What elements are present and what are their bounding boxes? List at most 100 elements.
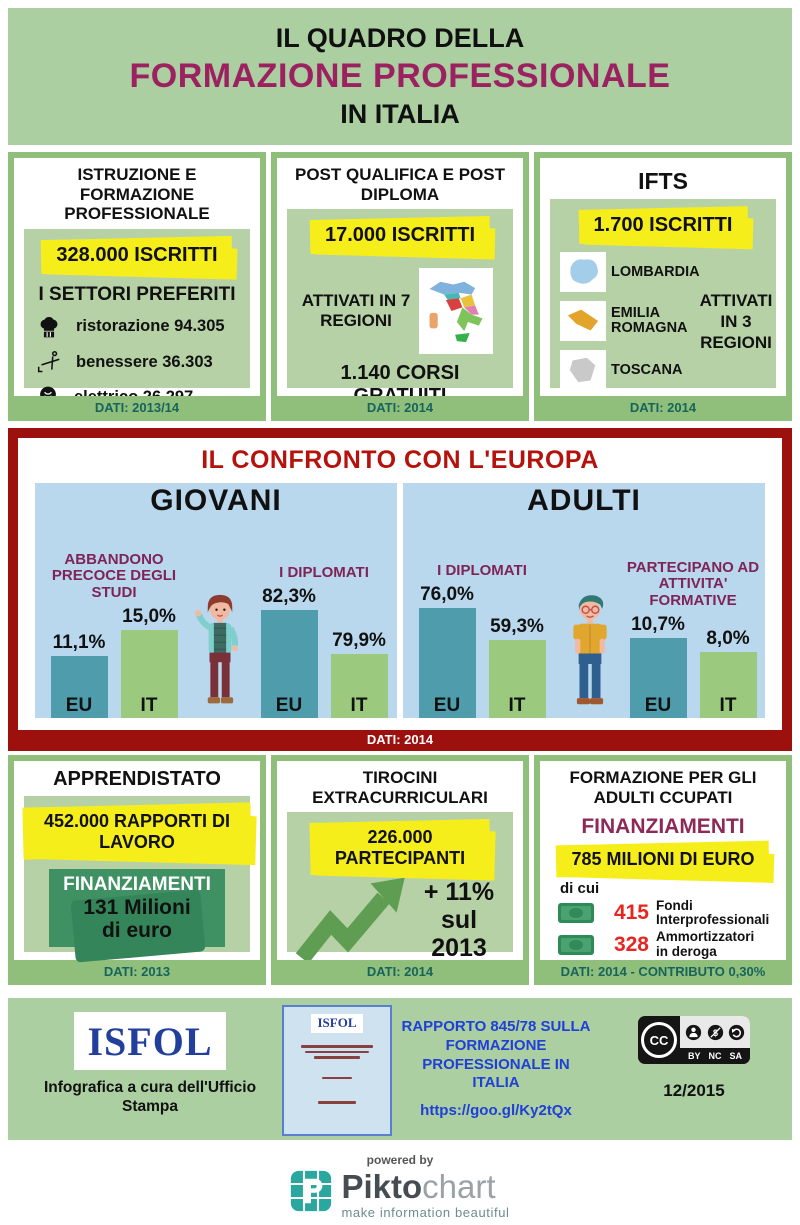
piktochart-tagline: make information beautiful [341, 1205, 510, 1220]
eu-bar: EU [50, 656, 108, 718]
cc-sa-icon [728, 1024, 745, 1041]
region-row: TOSCANA [560, 350, 700, 391]
box-post-qualifica: POST QUALIFICA E POST DIPLOMA 17.000 ISC… [271, 152, 529, 421]
powered-by-label: powered by [366, 1153, 434, 1167]
bar-group-diplomati: I DIPLOMATI 82,3% EU 79,9% IT [253, 564, 395, 718]
fund-row: 415 Fondi Interprofessionali [558, 897, 770, 928]
italy-map-icon [419, 268, 493, 355]
bar-column: 82,3% EU [260, 586, 318, 718]
piktochart-branding: powered by Piktochart make information b… [0, 1146, 800, 1225]
growth-arrow-icon [294, 875, 408, 965]
eu-bar: EU [260, 610, 318, 718]
isfol-block: ISFOL Infografica a cura dell'Ufficio St… [34, 1012, 266, 1140]
bar-value: 8,0% [706, 628, 750, 649]
credit-text: Infografica a cura dell'Ufficio Stampa [43, 1079, 257, 1115]
bar-value: 59,3% [490, 616, 544, 637]
box-panel: 328.000 ISCRITTI I SETTORI PREFERITI ris… [24, 228, 250, 408]
wellness-icon [34, 348, 64, 378]
finanziamenti-label: FINANZIAMENTI [63, 874, 211, 896]
cover-text-line [305, 1050, 369, 1053]
europa-panels: GIOVANI ABBANDONO PRECOCE DEGLI STUDI 11… [35, 483, 765, 718]
highlight-partecipanti: 226.000 PARTECIPANTI [317, 824, 483, 871]
cover-text-line [322, 1076, 352, 1079]
sector-label: ristorazione 94.305 [76, 317, 225, 336]
box-title: TIROCINI EXTRACURRICULARI [312, 768, 488, 807]
header-line-2: FORMAZIONE PROFESSIONALE [129, 57, 671, 95]
emilia-romagna-region-icon [560, 301, 606, 342]
bar-column: 10,7% EU [629, 614, 687, 718]
piktochart-wordmark: Piktochart [341, 1168, 496, 1205]
box-title: IFTS [638, 168, 688, 194]
finanziamenti-label: FINANZIAMENTI [581, 815, 745, 839]
eu-bar: EU [418, 608, 476, 718]
fund-value: 328 [613, 932, 649, 956]
it-bar: IT [699, 652, 757, 718]
fund-label: Ammortizzatori in deroga [656, 928, 755, 959]
eu-bar: EU [629, 638, 687, 718]
box-istruzione: ISTRUZIONE E FORMAZIONE PROFESSIONALE 32… [8, 152, 266, 421]
bottom-stat-row: APPRENDISTATO 452.000 RAPPORTI DI LAVORO… [8, 755, 792, 985]
region-row: LOMBARDIA [560, 252, 700, 293]
cc-nc-icon: $ [707, 1024, 724, 1041]
footer-band: ISFOL Infografica a cura dell'Ufficio St… [8, 998, 792, 1140]
bars: 82,3% EU 79,9% IT [260, 586, 388, 718]
report-cover-thumbnail: ISFOL [282, 1005, 392, 1136]
dati-band: DATI: 2014 [540, 396, 786, 421]
attivati-text: ATTIVATI IN 3 REGIONI [699, 290, 773, 353]
header-line-1: IL QUADRO DELLA [275, 23, 525, 53]
dati-band: DATI: 2013 [14, 960, 260, 985]
group-label: PARTECIPANO AD ATTIVITA' FORMATIVE [626, 558, 760, 610]
cover-text-line [318, 1101, 356, 1104]
cc-by-label: BY [687, 1051, 701, 1061]
dati-band: DATI: 2014 [277, 960, 523, 985]
bar-value: 10,7% [631, 614, 685, 635]
lombardia-region-icon [560, 252, 606, 293]
bar-column: 59,3% IT [488, 616, 546, 718]
fund-label: Fondi Interprofessionali [656, 897, 770, 928]
panel-title: GIOVANI [150, 484, 282, 517]
sector-row: ristorazione 94.305 [34, 312, 248, 342]
box-panel: FINANZIAMENTI 785 MILIONI DI EURO di cui… [550, 812, 776, 984]
adulti-panel: ADULTI I DIPLOMATI 76,0% EU 59,3% IT [403, 483, 765, 718]
chef-hat-icon [34, 312, 64, 342]
growth-row: + 11% sul 2013 [293, 875, 507, 965]
publication-date: 12/2015 [663, 1081, 725, 1100]
cc-by-icon [685, 1024, 702, 1041]
region-row: EMILIA ROMAGNA [560, 301, 700, 342]
banknote-icon [558, 934, 594, 955]
highlight-milioni: 785 MILIONI DI EURO [563, 846, 762, 873]
attivati-row: ATTIVATI IN 7 REGIONI [293, 268, 507, 355]
report-reference-block: RAPPORTO 845/78 SULLA FORMAZIONE PROFESS… [400, 1018, 592, 1140]
highlight-iscritti: 1.700 ISCRITTI [586, 211, 741, 240]
young-man-illustration [185, 585, 255, 715]
region-name: LOMBARDIA [611, 263, 700, 280]
top-stat-row: ISTRUZIONE E FORMAZIONE PROFESSIONALE 32… [8, 152, 792, 421]
it-bar: IT [488, 640, 546, 718]
cover-text-line [301, 1045, 373, 1048]
cover-isfol-logo: ISFOL [311, 1014, 363, 1033]
it-bar: IT [120, 630, 178, 718]
sectors-subtitle: I SETTORI PREFERITI [38, 283, 236, 305]
box-panel: 226.000 PARTECIPANTI + 11% sul 2013 [287, 812, 513, 964]
bar-column: 15,0% IT [120, 606, 178, 718]
cc-icon: CC [638, 1016, 680, 1064]
bar-group-diplomati-adulti: I DIPLOMATI 76,0% EU 59,3% IT [411, 562, 553, 718]
bar-value: 82,3% [262, 586, 316, 607]
region-name: EMILIA ROMAGNA [611, 305, 688, 337]
box-formazione-adulti: FORMAZIONE PER GLI ADULTI CCUPATI FINANZ… [534, 755, 792, 985]
it-bar: IT [330, 654, 388, 718]
bar-column: 79,9% IT [330, 630, 388, 718]
box-apprendistato: APPRENDISTATO 452.000 RAPPORTI DI LAVORO… [8, 755, 266, 985]
box-title: ISTRUZIONE E FORMAZIONE PROFESSIONALE [64, 165, 210, 224]
bar-value: 15,0% [122, 606, 176, 627]
box-panel: 1.700 ISCRITTI LOMBARDIA [550, 199, 776, 391]
attivati-text: ATTIVATI IN 7 REGIONI [301, 290, 411, 331]
fund-row: 328 Ammortizzatori in deroga [558, 928, 768, 959]
regions-wrap: LOMBARDIA EMILIA ROMAGNA T [556, 252, 772, 391]
piktochart-logo-icon [290, 1170, 332, 1212]
box-tirocini: TIROCINI EXTRACURRICULARI 226.000 PARTEC… [271, 755, 529, 985]
bar-value: 76,0% [420, 584, 474, 605]
highlight-iscritti: 328.000 ISCRITTI [48, 241, 225, 270]
dati-band: DATI: 2013/14 [14, 396, 260, 421]
report-link[interactable]: https://goo.gl/Ky2tQx [420, 1102, 572, 1119]
